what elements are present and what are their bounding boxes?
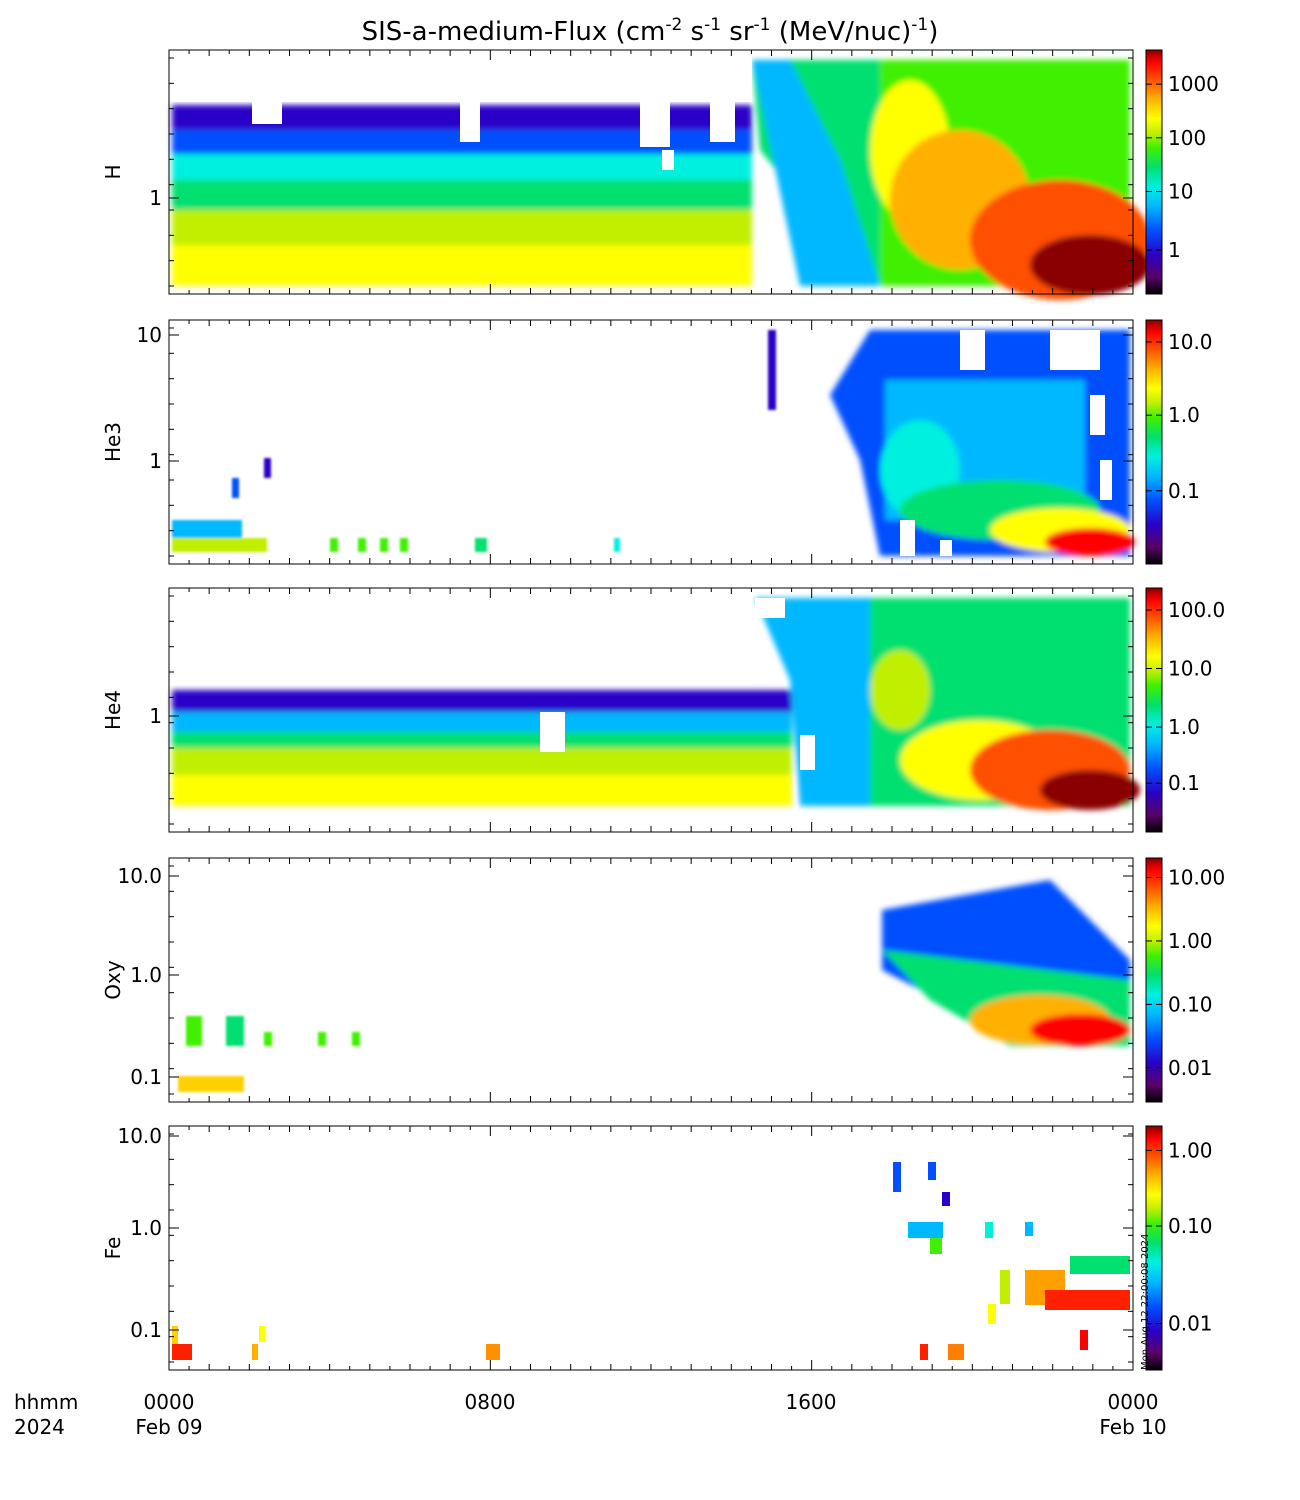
heatmap-oxy: [178, 1016, 360, 1092]
colorbar-tick-label: 100.0: [1168, 598, 1225, 622]
colorbar-tick-label: 1.00: [1168, 1138, 1213, 1162]
ytick-label: 10.0: [117, 864, 162, 888]
time-tick-label: 0800: [465, 1390, 516, 1414]
colorbar-fe: [1145, 1125, 1163, 1371]
panel-he4: [168, 587, 1163, 833]
ylabel-he4: He4: [101, 690, 125, 730]
colorbar-tick-label: 1.0: [1168, 715, 1200, 739]
ytick-label: 1: [149, 449, 162, 473]
colorbar-he4: [1145, 587, 1163, 833]
ylabel-oxy: Oxy: [101, 960, 125, 1000]
panel-oxy: [168, 857, 1163, 1103]
time-axis-unit: hhmm: [14, 1390, 78, 1414]
colorbar-tick-label: 0.01: [1168, 1312, 1213, 1336]
date-label: Feb 09: [135, 1415, 202, 1439]
panel-h: [168, 49, 1163, 300]
ytick-label: 0.1: [130, 1318, 162, 1342]
colorbar-he3: [1145, 319, 1163, 565]
time-axis-year: 2024: [14, 1415, 65, 1439]
time-tick-label: 0000: [144, 1390, 195, 1414]
ytick-label: 1.0: [130, 963, 162, 987]
ytick-label: 1.0: [130, 1216, 162, 1240]
figure-title: SIS-a-medium-Flux (cm-2 s-1 sr-1 (MeV/nu…: [362, 15, 939, 47]
heatmap-fe: [172, 1162, 1130, 1360]
colorbar-oxy: [1145, 857, 1163, 1103]
ytick-label: 10.0: [117, 1124, 162, 1148]
heatmap-he3: [172, 330, 776, 552]
colorbar-tick-label: 1.0: [1168, 403, 1200, 427]
time-tick-label: 0000: [1108, 1390, 1159, 1414]
colorbar-tick-label: 1: [1168, 238, 1181, 262]
panel-fe: [168, 1125, 1163, 1371]
colorbar-tick-label: 10.0: [1168, 657, 1213, 681]
colorbar-tick-label: 10: [1168, 180, 1193, 204]
ytick-label: 10: [137, 323, 162, 347]
colorbar-tick-label: 0.10: [1168, 992, 1213, 1016]
colorbar-tick-label: 0.1: [1168, 771, 1200, 795]
date-label: Feb 10: [1099, 1415, 1166, 1439]
time-tick-label: 1600: [786, 1390, 837, 1414]
colorbar-tick-label: 10.0: [1168, 330, 1213, 354]
timestamp-stamp: Mon Aug 12 22:00:08 2024: [1140, 1233, 1151, 1370]
colorbar-tick-label: 0.1: [1168, 479, 1200, 503]
axis-labels: H 1 1000 100 10 1 He3 10 1 10.0 1.0 0.1 He4 1 100.0 10.…: [14, 72, 1225, 1439]
colorbar-tick-label: 1.00: [1168, 929, 1213, 953]
ytick-label: 1: [149, 704, 162, 728]
ytick-label: 0.1: [130, 1065, 162, 1089]
colorbar-h: [1145, 49, 1163, 295]
colorbar-tick-label: 0.01: [1168, 1056, 1213, 1080]
colorbar-tick-label: 10.00: [1168, 866, 1225, 890]
ylabel-he3: He3: [101, 422, 125, 462]
colorbar-tick-label: 0.10: [1168, 1214, 1213, 1238]
axis-ticks: [168, 50, 1162, 1370]
ylabel-h: H: [101, 164, 125, 179]
heatmap-oxy-event: [882, 880, 1130, 1046]
heatmap-he4: [172, 598, 1140, 810]
panel-he3: [168, 319, 1163, 565]
heatmap-he3-event: [830, 330, 1135, 556]
colorbar-tick-label: 100: [1168, 126, 1206, 150]
colorbar-tick-label: 1000: [1168, 72, 1219, 96]
ylabel-fe: Fe: [101, 1237, 125, 1260]
ytick-label: 1: [149, 186, 162, 210]
